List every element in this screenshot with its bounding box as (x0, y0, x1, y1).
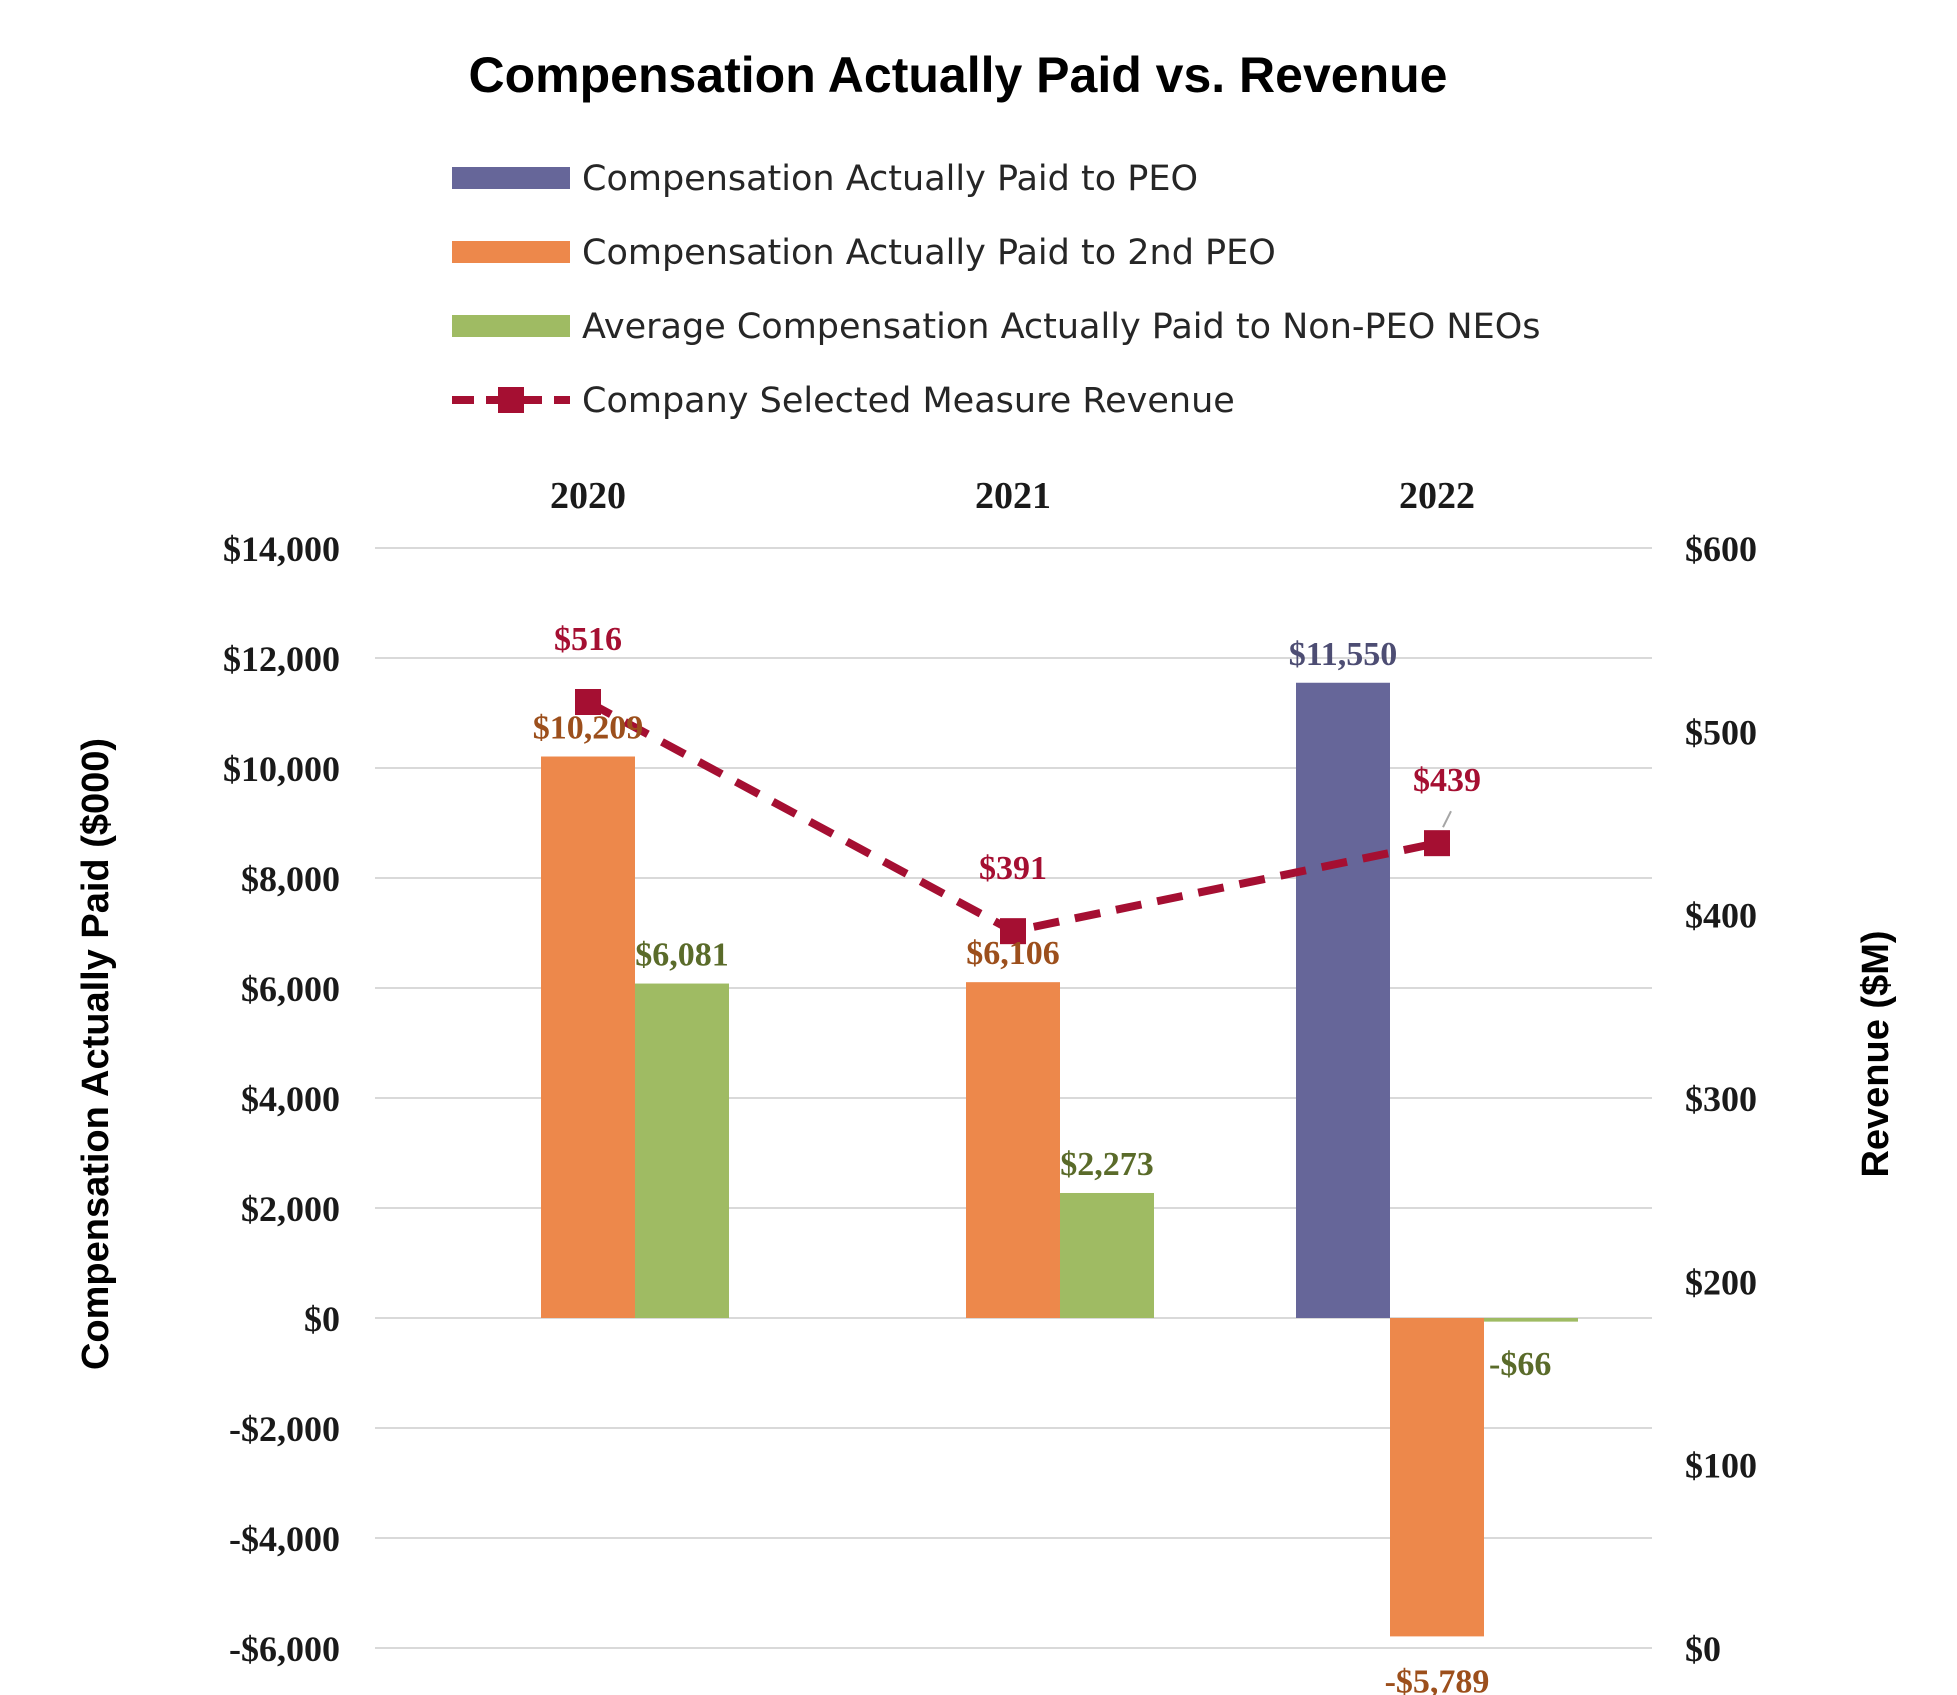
y-tick-label: $6,000 (241, 969, 340, 1009)
y-tick-label: $2,000 (241, 1189, 340, 1229)
data-label: -$66 (1489, 1346, 1551, 1383)
y-tick-label: -$6,000 (229, 1629, 340, 1669)
revenue-line (575, 689, 1452, 945)
category-label: 2020 (550, 475, 626, 517)
data-label: $6,106 (966, 935, 1060, 972)
revenue-label: $516 (554, 621, 622, 658)
y-tick-label: $8,000 (241, 859, 340, 899)
category-label: 2022 (1399, 475, 1475, 517)
y-tick-label: -$2,000 (229, 1409, 340, 1449)
chart-title: Compensation Actually Paid vs. Revenue (469, 47, 1448, 103)
legend-swatch (452, 315, 570, 337)
left-axis-ticks: $14,000 $12,000 $10,000 $8,000 $6,000 $4,000 $… (223, 529, 340, 1669)
legend: Compensation Actually Paid to PEO Compens… (452, 159, 1540, 421)
data-label: $11,550 (1289, 636, 1398, 673)
bar (966, 982, 1060, 1318)
y2-tick-label: $100 (1685, 1446, 1757, 1486)
y2-tick-label: $300 (1685, 1079, 1757, 1119)
legend-swatch (452, 167, 570, 189)
left-axis-title: Compensation Actually Paid ($000) (75, 738, 117, 1370)
revenue-point (1000, 918, 1026, 945)
bar (541, 756, 635, 1318)
bar (1484, 1318, 1578, 1322)
legend-label: Average Compensation Actually Paid to No… (582, 307, 1540, 347)
y-tick-label: $10,000 (223, 749, 340, 789)
data-label: -$5,789 (1385, 1663, 1490, 1695)
y-tick-label: $0 (304, 1299, 340, 1339)
legend-label: Company Selected Measure Revenue (582, 381, 1235, 421)
data-label: $10,209 (533, 710, 644, 747)
y-tick-label: $12,000 (223, 639, 340, 679)
y-tick-label: -$4,000 (229, 1519, 340, 1559)
legend-swatch (452, 241, 570, 263)
y2-tick-label: $500 (1685, 712, 1757, 752)
y2-tick-label: $0 (1685, 1629, 1721, 1669)
y-tick-label: $4,000 (241, 1079, 340, 1119)
data-labels: $11,550 $10,209 $6,106 -$5,789 $6,081 $2,273 -… (533, 621, 1552, 1695)
leader-line (1442, 810, 1452, 828)
revenue-label: $439 (1413, 762, 1481, 799)
data-label: $6,081 (635, 937, 729, 974)
y2-tick-label: $400 (1685, 896, 1757, 936)
y2-tick-label: $600 (1685, 529, 1757, 569)
right-axis-title: Revenue ($M) (1855, 930, 1897, 1177)
legend-label: Compensation Actually Paid to PEO (582, 159, 1198, 199)
legend-marker (498, 387, 524, 413)
revenue-point (575, 689, 601, 715)
revenue-label: $391 (979, 850, 1047, 887)
bar (1390, 1318, 1484, 1637)
revenue-point (1424, 830, 1450, 857)
bar (1060, 1192, 1154, 1318)
right-axis-ticks: $600 $500 $400 $300 $200 $100 $0 (1685, 529, 1757, 1669)
y-tick-label: $14,000 (223, 529, 340, 569)
category-label: 2021 (975, 475, 1051, 517)
bar-marks (541, 682, 1578, 1637)
legend-label: Compensation Actually Paid to 2nd PEO (582, 233, 1276, 273)
data-label: $2,273 (1060, 1146, 1154, 1183)
bar (1296, 682, 1390, 1318)
category-labels: 2020 2021 2022 (550, 475, 1475, 517)
y2-tick-label: $200 (1685, 1262, 1757, 1302)
bar (635, 983, 729, 1318)
